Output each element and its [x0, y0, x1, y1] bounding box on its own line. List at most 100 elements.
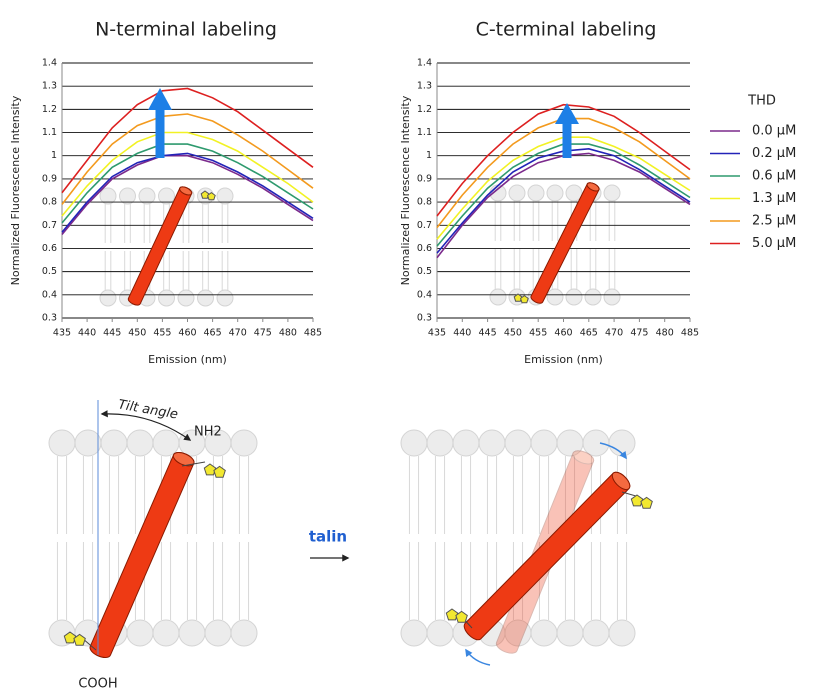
y-tick-label: 0.4: [417, 289, 432, 300]
y-tick-label: 0.3: [417, 313, 432, 324]
lipid-head: [178, 290, 194, 306]
y-tick-label: 1: [51, 150, 57, 161]
n-terminus-label: NH2: [194, 425, 222, 440]
x-tick-label: 485: [304, 328, 322, 339]
x-axis-label: Emission (nm): [524, 353, 603, 366]
x-tick-label: 455: [529, 328, 547, 339]
lipid-head: [557, 620, 583, 646]
series-line: [62, 89, 313, 193]
x-tick-label: 465: [204, 328, 222, 339]
y-axis-label: Normalized Fluorescence Intensity: [9, 95, 22, 285]
y-tick-label: 1.4: [42, 58, 57, 69]
lipid-head: [49, 430, 75, 456]
y-tick-label: 1.4: [417, 58, 432, 69]
y-tick-label: 1.3: [417, 81, 432, 92]
lipid-head: [127, 430, 153, 456]
fluorophore: [631, 495, 642, 506]
y-tick-label: 0.3: [42, 313, 57, 324]
legend-label: 1.3 µM: [752, 191, 796, 206]
legend-label: 2.5 µM: [752, 214, 796, 229]
legend-label: 0.6 µM: [752, 169, 796, 184]
x-tick-label: 485: [681, 328, 699, 339]
lipid-head: [127, 620, 153, 646]
y-tick-label: 0.6: [42, 243, 57, 254]
legend-title: THD: [747, 94, 776, 109]
lipid-head: [159, 188, 175, 204]
figure: N-terminal labeling Emission (nm) Normaliz…: [0, 0, 815, 693]
lipid-head: [401, 620, 427, 646]
c-terminus-label: COOH: [78, 677, 117, 692]
y-tick-label: 0.9: [42, 173, 57, 184]
x-tick-label: 480: [279, 328, 297, 339]
lipid-head: [139, 188, 155, 204]
y-tick-label: 0.5: [417, 266, 432, 277]
lipid-head: [547, 185, 563, 201]
lipid-head: [505, 430, 531, 456]
y-tick-label: 0.4: [42, 289, 57, 300]
x-tick-label: 475: [630, 328, 648, 339]
lipid-head: [609, 620, 635, 646]
increase-arrow-head: [148, 88, 172, 110]
x-tick-label: 445: [479, 328, 497, 339]
x-tick-label: 470: [605, 328, 623, 339]
lipid-head: [205, 620, 231, 646]
lipid-head: [179, 620, 205, 646]
lipid-head: [231, 620, 257, 646]
x-tick-label: 475: [254, 328, 272, 339]
x-tick-label: 460: [554, 328, 572, 339]
y-tick-label: 0.6: [417, 243, 432, 254]
y-tick-label: 1: [426, 150, 432, 161]
y-axis-label: Normalized Fluorescence Intensity: [399, 95, 412, 285]
lipid-head: [583, 620, 609, 646]
x-tick-label: 440: [453, 328, 471, 339]
y-tick-label: 1.1: [42, 127, 57, 138]
x-tick-label: 455: [153, 328, 171, 339]
lipid-head: [217, 188, 233, 204]
y-tick-label: 0.7: [417, 220, 432, 231]
lipid-head: [531, 430, 557, 456]
x-tick-label: 440: [78, 328, 96, 339]
x-tick-label: 445: [103, 328, 121, 339]
lipid-head: [528, 185, 544, 201]
x-axis-label: Emission (nm): [148, 353, 227, 366]
y-tick-label: 1.2: [417, 104, 432, 115]
lipid-head: [100, 188, 116, 204]
lipid-head: [604, 185, 620, 201]
x-tick-label: 435: [53, 328, 71, 339]
y-tick-label: 0.7: [42, 220, 57, 231]
lipid-head: [479, 430, 505, 456]
fluorophore: [204, 464, 215, 475]
talin-label: talin: [309, 528, 347, 546]
legend-label: 0.2 µM: [752, 146, 796, 161]
lipid-head: [566, 289, 582, 305]
y-tick-label: 0.5: [42, 266, 57, 277]
y-tick-label: 1.1: [417, 127, 432, 138]
y-tick-label: 0.8: [42, 197, 57, 208]
lipid-head: [401, 430, 427, 456]
lipid-head: [231, 430, 257, 456]
x-tick-label: 480: [656, 328, 674, 339]
lipid-head: [547, 289, 563, 305]
lipid-head: [509, 185, 525, 201]
x-tick-label: 470: [229, 328, 247, 339]
lipid-head: [100, 290, 116, 306]
x-tick-label: 450: [128, 328, 146, 339]
x-tick-label: 435: [428, 328, 446, 339]
chart-title: N-terminal labeling: [95, 19, 277, 41]
lipid-head: [490, 289, 506, 305]
lipid-head: [609, 430, 635, 456]
rotation-arrow: [466, 650, 490, 665]
y-tick-label: 0.9: [417, 173, 432, 184]
x-tick-label: 450: [504, 328, 522, 339]
lipid-head: [120, 188, 136, 204]
lipid-head: [198, 290, 214, 306]
chart-title: C-terminal labeling: [476, 19, 657, 41]
y-tick-label: 1.2: [42, 104, 57, 115]
overlay: [64, 88, 652, 665]
lipid-head: [585, 289, 601, 305]
lipid-head: [427, 620, 453, 646]
lipid-head: [583, 430, 609, 456]
lipid-head: [75, 430, 101, 456]
lipid-head: [427, 430, 453, 456]
lipid-head: [159, 290, 175, 306]
